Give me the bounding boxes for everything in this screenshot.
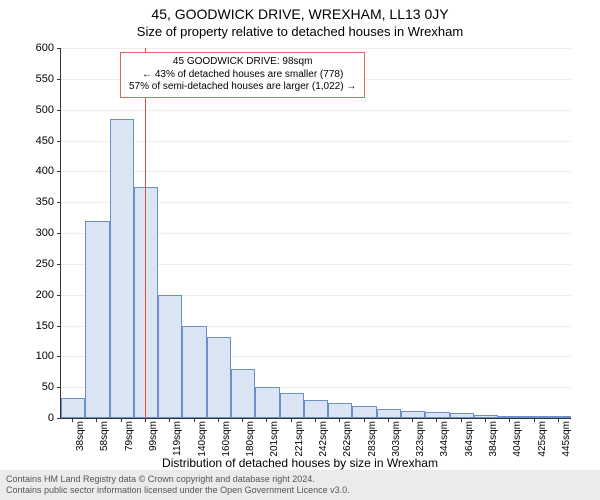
y-tick-label: 0 [14, 412, 54, 424]
histogram-bar [498, 416, 522, 418]
y-tick-mark [57, 171, 61, 172]
grid-line [61, 171, 571, 172]
histogram-bar [352, 406, 376, 418]
x-tick-mark [291, 418, 292, 422]
histogram-bar [61, 398, 85, 418]
histogram-bar [401, 411, 425, 418]
histogram-bar [134, 187, 158, 418]
y-tick-mark [57, 326, 61, 327]
annotation-box: 45 GOODWICK DRIVE: 98sqm ← 43% of detach… [120, 52, 365, 98]
histogram-bar [158, 295, 182, 418]
y-tick-label: 450 [14, 135, 54, 147]
y-tick-label: 550 [14, 73, 54, 85]
histogram-bar [547, 416, 571, 418]
y-tick-label: 400 [14, 165, 54, 177]
x-tick-mark [266, 418, 267, 422]
y-tick-mark [57, 233, 61, 234]
x-tick-mark [242, 418, 243, 422]
x-tick-mark [72, 418, 73, 422]
marker-line [145, 48, 146, 418]
histogram-bar [328, 403, 352, 418]
footer: Contains HM Land Registry data © Crown c… [0, 470, 600, 500]
y-tick-mark [57, 264, 61, 265]
x-tick-mark [388, 418, 389, 422]
y-tick-mark [57, 141, 61, 142]
x-tick-mark [461, 418, 462, 422]
plot-region [60, 48, 571, 419]
histogram-bar [304, 400, 328, 419]
annot-line-2: ← 43% of detached houses are smaller (77… [129, 69, 356, 82]
histogram-bar [377, 409, 401, 418]
y-tick-mark [57, 202, 61, 203]
footer-line-2: Contains public sector information licen… [6, 485, 594, 496]
y-tick-mark [57, 418, 61, 419]
page-title: 45, GOODWICK DRIVE, WREXHAM, LL13 0JY [0, 0, 600, 22]
y-tick-mark [57, 110, 61, 111]
x-tick-mark [145, 418, 146, 422]
x-axis-label: Distribution of detached houses by size … [0, 456, 600, 470]
y-tick-label: 350 [14, 196, 54, 208]
histogram-bar [207, 337, 231, 418]
y-tick-mark [57, 387, 61, 388]
y-tick-label: 500 [14, 104, 54, 116]
x-tick-mark [534, 418, 535, 422]
y-tick-mark [57, 295, 61, 296]
histogram-bar [110, 119, 134, 418]
x-tick-mark [218, 418, 219, 422]
histogram-bar [182, 326, 206, 419]
histogram-bar [450, 413, 474, 418]
x-tick-mark [558, 418, 559, 422]
x-tick-mark [412, 418, 413, 422]
grid-line [61, 141, 571, 142]
x-tick-mark [339, 418, 340, 422]
y-tick-label: 150 [14, 320, 54, 332]
x-tick-mark [315, 418, 316, 422]
x-tick-mark [509, 418, 510, 422]
annot-line-3: 57% of semi-detached houses are larger (… [129, 81, 356, 94]
x-tick-mark [485, 418, 486, 422]
x-tick-mark [364, 418, 365, 422]
y-tick-label: 50 [14, 381, 54, 393]
footer-line-1: Contains HM Land Registry data © Crown c… [6, 474, 594, 485]
x-tick-mark [96, 418, 97, 422]
x-tick-mark [194, 418, 195, 422]
y-tick-label: 200 [14, 289, 54, 301]
histogram-bar [85, 221, 109, 418]
y-tick-label: 100 [14, 350, 54, 362]
y-tick-mark [57, 356, 61, 357]
chart-area: 45 GOODWICK DRIVE: 98sqm ← 43% of detach… [60, 48, 570, 418]
annot-line-1: 45 GOODWICK DRIVE: 98sqm [129, 56, 356, 69]
histogram-bar [231, 369, 255, 418]
grid-line [61, 48, 571, 49]
grid-line [61, 110, 571, 111]
x-tick-mark [121, 418, 122, 422]
histogram-bar [425, 412, 449, 418]
page-subtitle: Size of property relative to detached ho… [0, 22, 600, 39]
x-tick-mark [169, 418, 170, 422]
y-tick-label: 600 [14, 42, 54, 54]
y-tick-label: 250 [14, 258, 54, 270]
histogram-bar [522, 416, 546, 418]
histogram-bar [255, 387, 279, 418]
histogram-bar [280, 393, 304, 418]
y-tick-mark [57, 48, 61, 49]
y-tick-label: 300 [14, 227, 54, 239]
y-tick-mark [57, 79, 61, 80]
x-tick-mark [436, 418, 437, 422]
